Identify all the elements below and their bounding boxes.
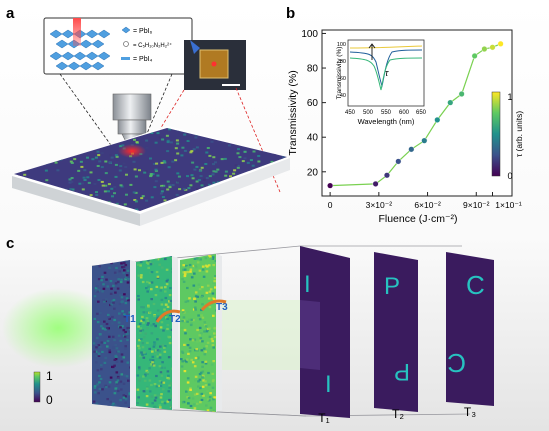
y-axis-title: Transmissivity (%) — [287, 70, 299, 155]
x-tick-label: 9×10⁻² — [463, 200, 490, 210]
y-tick-label: 40 — [307, 133, 319, 144]
perovskite-film — [12, 126, 290, 226]
legend-text-pbi6: = PbI₆ — [133, 28, 153, 35]
inset-ytick: 100 — [337, 42, 346, 48]
data-point — [489, 44, 496, 51]
photo-line-top — [235, 87, 281, 193]
crystal-lattice — [49, 29, 111, 71]
data-point — [434, 116, 441, 123]
colorbar-c-tick: 0 — [46, 393, 53, 407]
inset-curve-2 — [349, 57, 423, 91]
crystal-legend-box: = PbI₆ = C₅H₁₀N₂H₂²⁺ = PbI₄ — [43, 17, 193, 75]
inset-annotation: τ — [385, 68, 389, 78]
data-point — [447, 99, 454, 106]
curved-arrow-icon — [155, 309, 181, 323]
data-point — [497, 40, 504, 47]
sample-photo — [184, 40, 246, 90]
inset-arrow — [368, 43, 376, 60]
encryption-screen-1 — [92, 260, 136, 408]
data-point — [471, 52, 478, 59]
decoded-letter-c-mirror: C — [447, 348, 466, 378]
inset-curve-3 — [349, 45, 423, 49]
detector-image-3: C C — [446, 252, 494, 406]
colorbar-b-label: τ (arb. units) — [514, 111, 524, 158]
colorbar-b: 1 0 τ (arb. units) — [491, 91, 524, 181]
inset-xtick: 650 — [416, 110, 427, 116]
encryption-screen-3 — [180, 254, 222, 412]
legend-symbol-dash — [121, 57, 130, 60]
data-point — [383, 172, 390, 179]
inset-ytick: 60 — [340, 76, 346, 82]
incident-light — [2, 288, 114, 368]
detector-image-2: P P — [374, 252, 418, 412]
decoded-letter-i-mirror: I — [325, 371, 332, 398]
inset-xtick: 500 — [363, 110, 374, 116]
laser-spot — [118, 144, 146, 158]
detector-label-t2: T₂ — [392, 407, 404, 421]
detector-label-t3: T₃ — [464, 405, 476, 419]
x-axis-title: Fluence (J·cm⁻²) — [378, 213, 457, 225]
colorbar-b-tick: 0 — [507, 171, 512, 181]
inset-xtick: 550 — [381, 110, 392, 116]
decoded-letter-p-mirror: P — [394, 358, 410, 385]
x-tick-label: 1×10⁻¹ — [495, 200, 522, 210]
decoded-letter-c: C — [466, 270, 485, 300]
legend-text-pbi4: = PbI₄ — [133, 56, 153, 63]
decoded-letter-i: I — [304, 271, 311, 298]
top-panels: a = PbI₆ = C₅H₁₀N₂H₂²⁺ = PbI₄ — [6, 5, 524, 226]
data-point — [395, 158, 402, 165]
legend-symbol-dot — [121, 26, 131, 34]
data-point — [372, 180, 379, 187]
panel-b-label: b — [286, 5, 295, 22]
colorbar-b-tick: 1 — [507, 92, 512, 102]
y-tick-label: 60 — [307, 98, 319, 109]
screen-label-t3: T3 — [216, 302, 228, 313]
detector-image-1: I I — [300, 246, 350, 418]
decoded-letter-p: P — [384, 273, 400, 300]
x-tick-label: 3×10⁻² — [366, 200, 393, 210]
inset-ylabel: Transmissivity (%) — [336, 47, 343, 100]
y-tick-label: 20 — [307, 167, 319, 178]
zoom-line-left — [59, 73, 119, 156]
y-tick-label: 80 — [307, 64, 319, 75]
screen-label-t1: T1 — [124, 314, 136, 325]
inset-ytick: 40 — [340, 93, 346, 99]
data-point — [481, 46, 488, 53]
inset-xtick: 600 — [399, 110, 410, 116]
inset-xlabel: Wavelength (nm) — [358, 117, 415, 126]
inset-xtick: 450 — [345, 110, 356, 116]
data-point — [458, 90, 465, 97]
inset-plot: τ 100 80 60 40 450 500 550 600 650 Wavel… — [336, 39, 427, 126]
x-tick-label: 6×10⁻² — [414, 200, 441, 210]
data-point — [408, 146, 415, 153]
colorbar-c-tick: 1 — [46, 369, 53, 383]
colorbar-c: 1 0 — [33, 369, 53, 407]
data-point — [421, 137, 428, 144]
screen-label-t2: T2 — [169, 314, 181, 325]
y-tick-label: 100 — [301, 29, 318, 40]
light-path — [214, 300, 306, 370]
legend-text-cation: = C₅H₁₀N₂H₂²⁺ — [133, 42, 172, 49]
transmissivity-chart: 100 80 60 40 20 0 3×10⁻² 6×10⁻² 9×10⁻² 1×10⁻¹ Tr… — [287, 29, 524, 225]
panel-c: c T1 T2 T3 I I P P — [2, 235, 494, 425]
x-tick-label: 0 — [328, 200, 333, 210]
curved-arrow-icon — [200, 299, 227, 311]
data-point — [327, 182, 334, 189]
detector-label-t1: T₁ — [318, 411, 329, 425]
legend-symbol-ring — [123, 41, 129, 47]
laser-beam-inset — [73, 18, 81, 46]
inset-ytick: 80 — [340, 59, 346, 65]
panel-c-label: c — [6, 235, 14, 252]
encryption-screen-2 — [136, 256, 178, 410]
panel-a-label: a — [6, 5, 15, 22]
